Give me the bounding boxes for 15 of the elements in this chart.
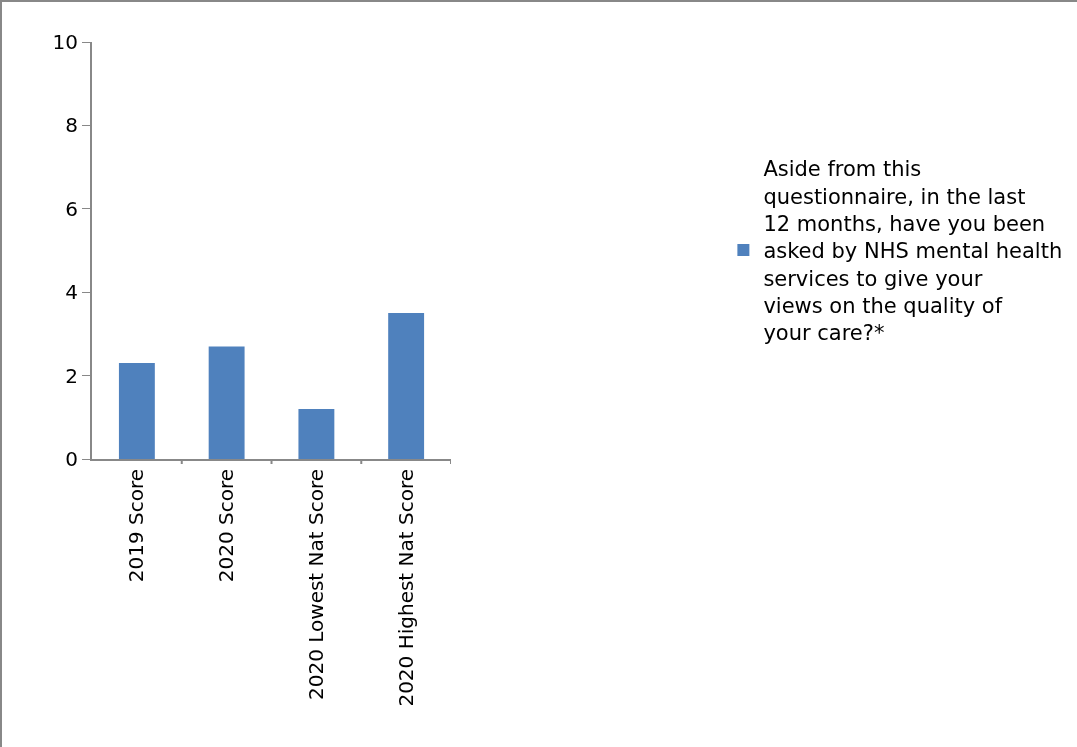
x-tick-label: 2020 Score bbox=[214, 469, 239, 583]
bar bbox=[388, 313, 425, 459]
y-tick-label: 10 bbox=[52, 30, 78, 54]
y-tick-label: 2 bbox=[65, 363, 78, 388]
bar bbox=[208, 346, 245, 459]
y-tick-label: 6 bbox=[65, 196, 78, 221]
y-tick-label: 0 bbox=[65, 447, 78, 471]
legend-label: Aside from this questionnaire, in the last 12 months, have you been asked by NHS mental health services to give your views on the quality of your care?* bbox=[763, 157, 1063, 346]
x-tick-label: 2020 Lowest Nat Score bbox=[303, 469, 328, 700]
y-tick-label: 4 bbox=[65, 280, 78, 305]
x-tick-label: 2020 Highest Nat Score bbox=[393, 469, 418, 707]
bar bbox=[298, 408, 335, 459]
x-tick-label: 2019 Score bbox=[124, 469, 149, 583]
y-tick-label: 8 bbox=[65, 113, 78, 138]
bar bbox=[118, 363, 155, 459]
